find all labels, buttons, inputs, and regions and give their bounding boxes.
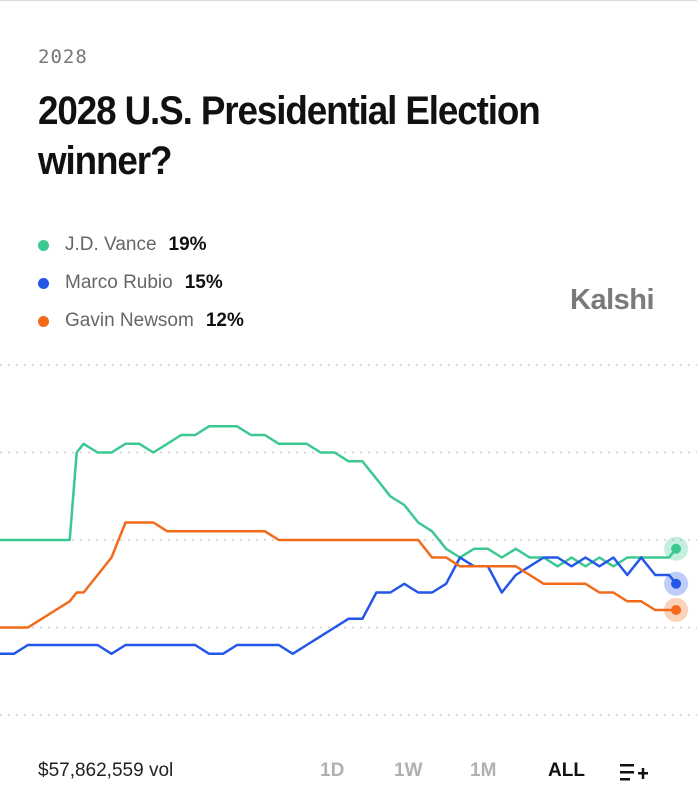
market-title[interactable]: 2028 U.S. Presidential Election winner? bbox=[38, 89, 541, 183]
range-1m-button[interactable]: 1M bbox=[470, 760, 497, 781]
vance-dot-icon bbox=[38, 239, 49, 251]
add-to-queue-icon[interactable] bbox=[620, 762, 648, 784]
legend-item-newsom[interactable]: Gavin Newsom 12% bbox=[38, 302, 244, 340]
legend-item-rubio[interactable]: Marco Rubio 15% bbox=[38, 264, 244, 302]
legend-pct: 19% bbox=[168, 234, 207, 255]
series-line-gavin-newsom bbox=[0, 521, 677, 629]
price-chart[interactable] bbox=[0, 350, 697, 730]
category-label: 2028 bbox=[38, 46, 88, 68]
series-line-marco-rubio bbox=[0, 556, 678, 656]
volume-label: $57,862,559 vol bbox=[38, 760, 174, 781]
legend-name: Gavin Newsom bbox=[65, 310, 194, 331]
range-all-button[interactable]: ALL bbox=[548, 760, 585, 781]
top-divider bbox=[0, 0, 697, 1]
kalshi-logo: Kalshi bbox=[570, 284, 655, 316]
series-line-j-d-vance bbox=[0, 425, 678, 568]
series-end-point[interactable] bbox=[671, 543, 682, 554]
range-1d-button[interactable]: 1D bbox=[320, 760, 345, 781]
rubio-dot-icon bbox=[38, 277, 49, 289]
legend-pct: 15% bbox=[184, 272, 223, 293]
legend-name: Marco Rubio bbox=[65, 272, 173, 293]
range-1w-button[interactable]: 1W bbox=[394, 760, 423, 781]
legend-name: J.D. Vance bbox=[65, 234, 157, 255]
legend-item-vance[interactable]: J.D. Vance 19% bbox=[38, 226, 244, 264]
newsom-dot-icon bbox=[38, 315, 49, 327]
series-end-point[interactable] bbox=[671, 578, 682, 589]
series-end-point[interactable] bbox=[671, 605, 682, 615]
chart-footer: $57,862,559 vol 1D 1W 1M ALL bbox=[0, 748, 697, 798]
legend: J.D. Vance 19% Marco Rubio 15% Gavin New… bbox=[38, 226, 244, 340]
legend-pct: 12% bbox=[205, 310, 244, 331]
